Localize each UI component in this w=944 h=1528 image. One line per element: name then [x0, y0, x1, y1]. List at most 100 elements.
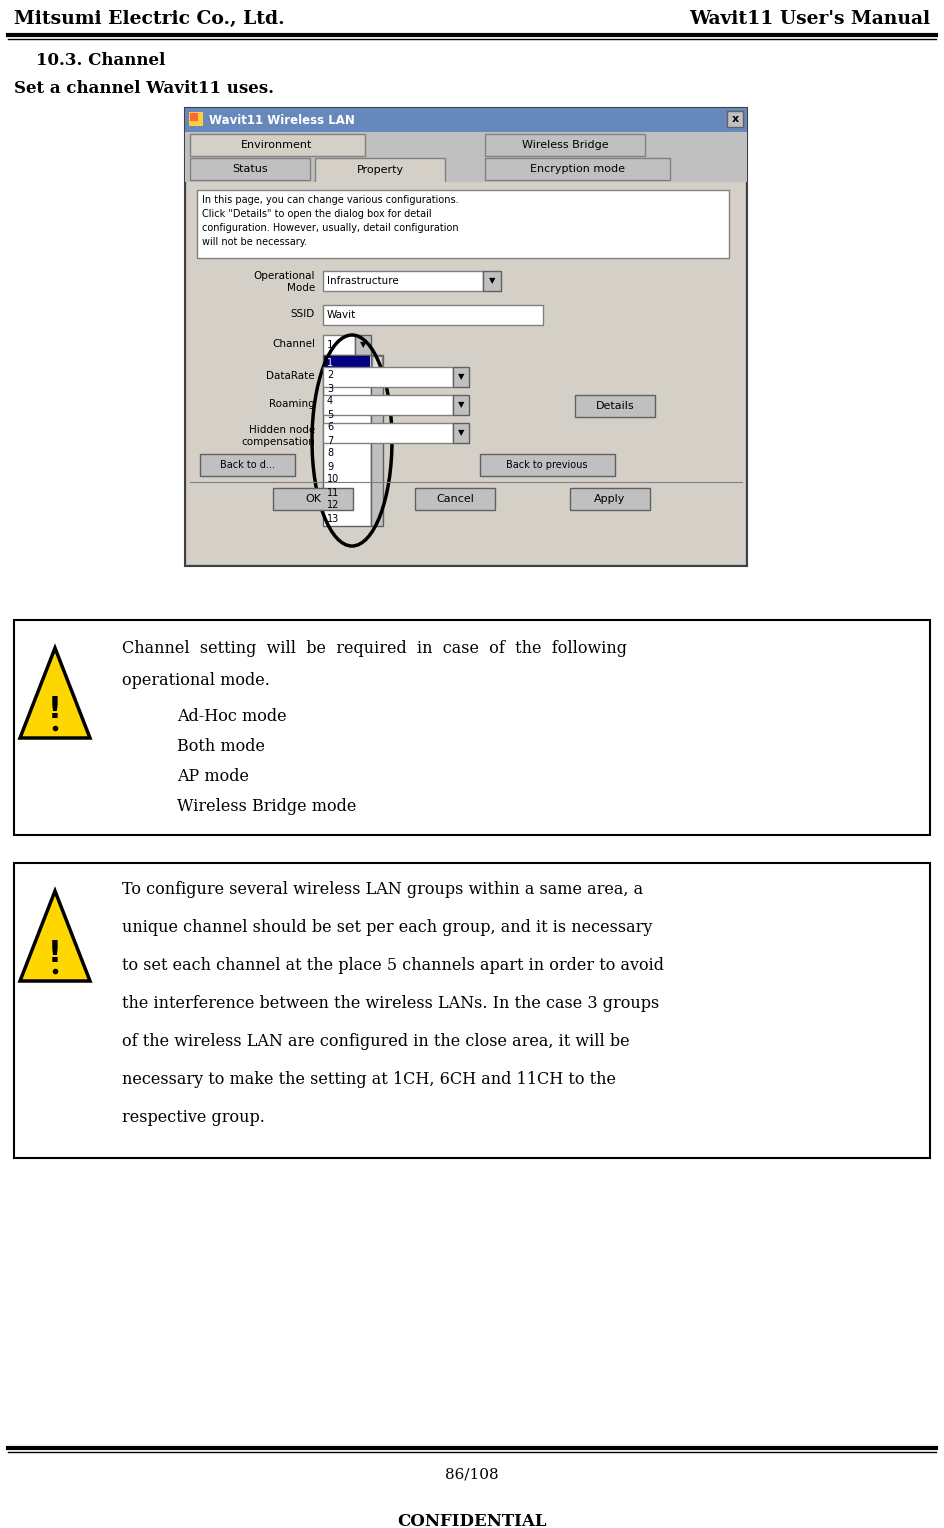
Bar — [315, 157, 445, 183]
Bar — [323, 335, 355, 354]
Text: Channel: Channel — [272, 339, 315, 348]
Text: 2: 2 — [327, 370, 333, 380]
Text: Apply: Apply — [595, 494, 626, 504]
Text: ▼: ▼ — [458, 428, 464, 437]
Text: In this page, you can change various configurations.
Click "Details" to open the: In this page, you can change various con… — [202, 196, 459, 248]
Text: Cancel: Cancel — [436, 494, 474, 504]
Text: ▼: ▼ — [458, 373, 464, 382]
Polygon shape — [20, 648, 90, 738]
Text: 10: 10 — [327, 475, 339, 484]
Bar — [323, 306, 543, 325]
Bar — [189, 112, 203, 125]
Bar — [570, 487, 650, 510]
Text: SSID: SSID — [291, 309, 315, 319]
Text: Roaming: Roaming — [269, 399, 315, 410]
Bar — [575, 396, 655, 417]
Bar — [485, 157, 670, 180]
Bar — [483, 270, 501, 290]
Bar — [323, 423, 453, 443]
Text: 7: 7 — [327, 435, 333, 446]
Bar — [187, 182, 745, 564]
Text: Operational
Mode: Operational Mode — [254, 270, 315, 293]
Bar — [14, 863, 930, 1158]
Text: Data​Rate: Data​Rate — [266, 371, 315, 380]
Text: respective group.: respective group. — [122, 1109, 265, 1126]
Text: operational mode.: operational mode. — [122, 672, 270, 689]
Bar — [273, 487, 353, 510]
Bar — [415, 487, 495, 510]
Text: Wavit11 Wireless LAN: Wavit11 Wireless LAN — [209, 113, 355, 127]
Text: ▼: ▼ — [360, 341, 366, 350]
Text: Details: Details — [596, 400, 634, 411]
Text: Mitsumi Electric Co., Ltd.: Mitsumi Electric Co., Ltd. — [14, 11, 285, 28]
Text: 8: 8 — [327, 449, 333, 458]
Bar — [485, 134, 645, 156]
Text: Both mode: Both mode — [177, 738, 265, 755]
Text: Status: Status — [232, 163, 268, 174]
Text: of the wireless LAN are configured in the close area, it will be: of the wireless LAN are configured in th… — [122, 1033, 630, 1050]
Bar — [190, 134, 365, 156]
Bar — [453, 396, 469, 416]
Text: 86/108: 86/108 — [446, 1468, 498, 1482]
Text: 6: 6 — [327, 423, 333, 432]
Bar — [324, 356, 370, 368]
Text: to set each channel at the place 5 channels apart in order to avoid: to set each channel at the place 5 chann… — [122, 957, 664, 973]
Text: AP mode: AP mode — [177, 769, 249, 785]
Text: Wavit11 User's Manual: Wavit11 User's Manual — [689, 11, 930, 28]
Bar — [185, 131, 747, 182]
Text: Channel  setting  will  be  required  in  case  of  the  following: Channel setting will be required in case… — [122, 640, 627, 657]
Bar — [190, 157, 310, 180]
Text: unique channel should be set per each group, and it is necessary: unique channel should be set per each gr… — [122, 918, 652, 937]
Text: Infrastructure: Infrastructure — [327, 277, 398, 286]
Bar — [323, 396, 453, 416]
Text: Back to previous: Back to previous — [506, 460, 588, 471]
Text: Back to d...: Back to d... — [220, 460, 275, 471]
Text: !: ! — [48, 695, 62, 724]
Polygon shape — [20, 891, 90, 981]
Text: Wireless Bridge: Wireless Bridge — [522, 141, 608, 150]
Text: Set a channel Wavit11 uses.: Set a channel Wavit11 uses. — [14, 79, 274, 96]
Text: Environment: Environment — [242, 141, 312, 150]
Text: Wireless Bridge mode: Wireless Bridge mode — [177, 798, 357, 814]
Bar — [14, 620, 930, 834]
Bar — [355, 335, 371, 354]
Bar — [185, 108, 747, 131]
Text: ▼: ▼ — [489, 277, 496, 286]
Bar — [453, 423, 469, 443]
Text: 5: 5 — [327, 410, 333, 420]
Text: 4: 4 — [327, 396, 333, 406]
Text: ▼: ▼ — [458, 400, 464, 410]
Bar — [190, 113, 198, 121]
Text: OK: OK — [305, 494, 321, 504]
Text: Hidden node
compensation: Hidden node compensation — [241, 425, 315, 446]
Bar — [480, 454, 615, 477]
Text: Ad-Hoc mode: Ad-Hoc mode — [177, 707, 287, 724]
Text: To configure several wireless LAN groups within a same area, a: To configure several wireless LAN groups… — [122, 882, 643, 898]
Text: 12: 12 — [327, 501, 340, 510]
Text: 1: 1 — [327, 358, 333, 368]
Bar — [371, 354, 383, 526]
Text: Encryption mode: Encryption mode — [530, 163, 625, 174]
Text: the interference between the wireless LANs. In the case 3 groups: the interference between the wireless LA… — [122, 995, 659, 1012]
Bar — [323, 367, 453, 387]
Text: CONFIDENTIAL: CONFIDENTIAL — [397, 1513, 547, 1528]
Text: necessary to make the setting at 1CH, 6CH and 11CH to the: necessary to make the setting at 1CH, 6C… — [122, 1071, 616, 1088]
Text: 3: 3 — [327, 384, 333, 394]
Bar — [453, 367, 469, 387]
Text: x: x — [732, 115, 738, 124]
Text: Wavit: Wavit — [327, 310, 356, 319]
Text: 1: 1 — [327, 341, 333, 350]
Bar — [197, 189, 729, 258]
Bar — [372, 356, 382, 374]
Text: 10.3. Channel: 10.3. Channel — [36, 52, 165, 69]
Text: 13: 13 — [327, 513, 339, 524]
Bar — [200, 454, 295, 477]
Text: !: ! — [48, 938, 62, 967]
Bar — [323, 354, 371, 526]
Bar — [323, 270, 483, 290]
Text: Property: Property — [357, 165, 404, 176]
Text: 9: 9 — [327, 461, 333, 472]
Bar — [727, 112, 743, 127]
Text: 11: 11 — [327, 487, 339, 498]
Bar — [185, 108, 747, 565]
